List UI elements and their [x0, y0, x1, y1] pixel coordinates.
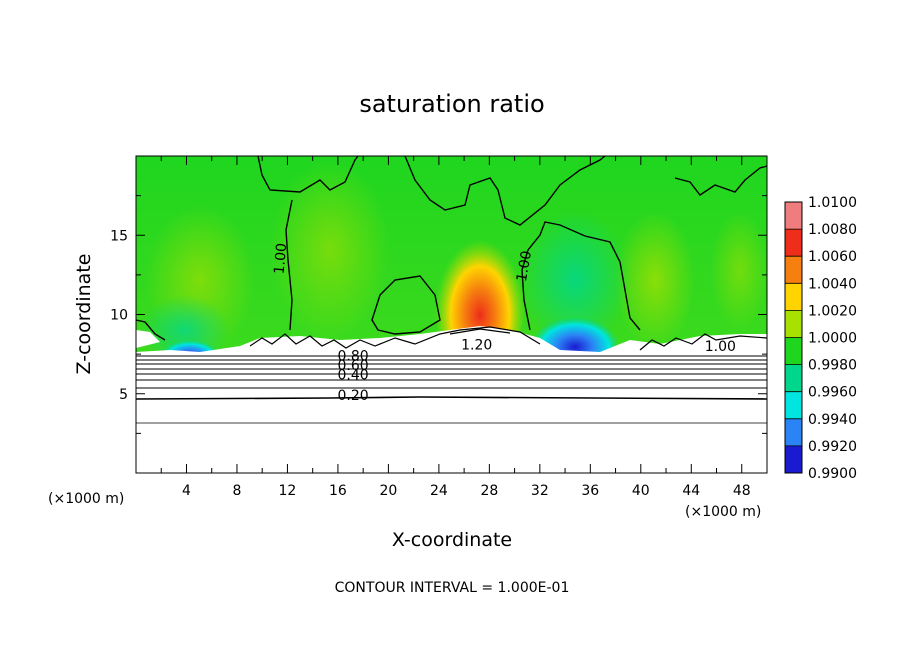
y-tick-label: 10 — [110, 308, 128, 324]
contour-label: 0.80 — [337, 348, 368, 364]
x-tick-label: 20 — [379, 483, 397, 499]
x-tick-label: 36 — [581, 483, 599, 499]
contour-label: 0.40 — [337, 367, 368, 383]
colorbar-swatch — [785, 364, 802, 392]
x-tick-label: 8 — [232, 483, 241, 499]
x-unit-label-right: (×1000 m) — [685, 504, 761, 520]
x-axis: 4 8 12 16 20 24 28 32 36 40 44 48 — [160, 156, 751, 499]
colorbar-swatch — [785, 256, 802, 284]
contour-label: 0.20 — [337, 388, 368, 404]
colorbar-swatch — [785, 445, 802, 473]
colorbar-swatch — [785, 310, 802, 338]
x-tick-label: 16 — [329, 483, 347, 499]
plot-area — [136, 156, 767, 473]
colorbar-label: 1.0080 — [808, 222, 857, 238]
colorbar-label: 0.9940 — [808, 412, 857, 428]
colorbar-label: 0.9920 — [808, 439, 857, 455]
colorbar-swatch — [785, 202, 802, 230]
x-tick-label: 40 — [632, 483, 650, 499]
x-tick-label: 28 — [480, 483, 498, 499]
chart-title: saturation ratio — [359, 90, 544, 118]
x-axis-title: X-coordinate — [392, 529, 512, 551]
contour-label: 1.00 — [705, 339, 736, 355]
colorbar-label: 1.0020 — [808, 303, 857, 319]
x-unit-label: (×1000 m) — [48, 491, 124, 507]
colorbar-label: 1.0040 — [808, 276, 857, 292]
x-tick-label: 12 — [279, 483, 297, 499]
x-tick-label: 4 — [182, 483, 191, 499]
contour-label: 1.00 — [272, 242, 291, 274]
colorbar-swatch — [785, 283, 802, 311]
colorbar-label: 1.0100 — [808, 195, 857, 211]
colorbar-swatch — [785, 229, 802, 257]
y-tick-label: 15 — [110, 228, 128, 244]
x-tick-label: 32 — [531, 483, 549, 499]
colorbar-swatch — [785, 418, 802, 446]
colorbar-swatch — [785, 337, 802, 365]
colorbar-label: 0.9960 — [808, 385, 857, 401]
colorbar-label: 1.0060 — [808, 249, 857, 265]
contour-interval-footer: CONTOUR INTERVAL = 1.000E-01 — [335, 580, 570, 596]
contour-label: 1.20 — [461, 337, 492, 353]
y-axis-title: Z-coordinate — [73, 254, 95, 375]
x-tick-label: 24 — [430, 483, 448, 499]
colorbar-swatch — [785, 391, 802, 419]
colorbar-label: 0.9980 — [808, 358, 857, 374]
x-tick-label: 44 — [682, 483, 700, 499]
contour-labels: 1.00 1.00 1.00 1.20 0.800.600.40 0.20 — [272, 242, 736, 404]
colorbar-label: 0.9900 — [808, 466, 857, 482]
y-axis: 5 10 15 — [110, 195, 767, 434]
contour-label: 1.00 — [514, 250, 535, 283]
x-tick-label: 48 — [733, 483, 751, 499]
y-tick-label: 5 — [119, 387, 128, 403]
colorbar: 1.0100 1.0080 1.0060 1.0040 1.0020 1.0000 0.99… — [784, 195, 857, 482]
colorbar-label: 1.0000 — [808, 331, 857, 347]
contour-label: 0.60 — [337, 358, 368, 374]
